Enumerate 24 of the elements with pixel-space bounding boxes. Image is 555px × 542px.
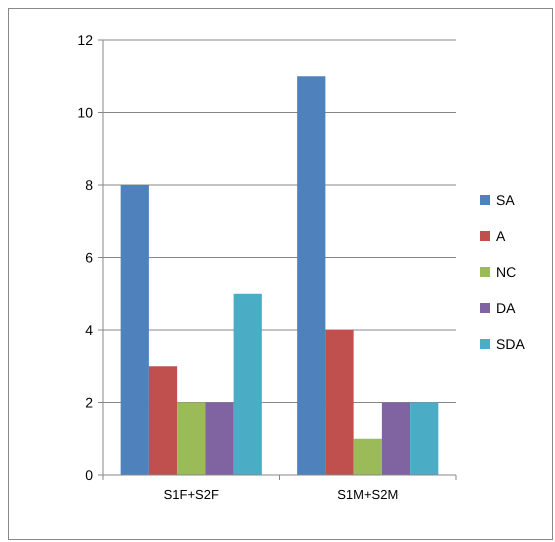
bar <box>410 402 438 475</box>
bar <box>382 402 410 475</box>
legend-label: A <box>496 228 506 244</box>
bar <box>354 438 382 475</box>
legend-label: SDA <box>496 336 526 352</box>
legend-label: NC <box>496 264 516 280</box>
y-tick-label: 10 <box>77 104 94 120</box>
y-tick-label: 2 <box>85 394 94 410</box>
x-tick-label: S1F+S2F <box>164 487 219 502</box>
y-tick-label: 0 <box>85 466 94 483</box>
bar <box>177 402 206 475</box>
y-tick-label: 4 <box>85 322 94 338</box>
bar <box>120 185 149 475</box>
bar <box>297 76 326 475</box>
bar <box>205 402 234 475</box>
bar <box>148 366 178 475</box>
x-tick-label: S1M+S2M <box>337 487 398 502</box>
legend-label: SA <box>496 192 516 208</box>
legend-label: DA <box>496 300 516 316</box>
y-tick-label: 12 <box>77 32 94 48</box>
bar <box>234 294 262 475</box>
bar <box>325 330 354 475</box>
y-tick-label: 6 <box>85 249 94 266</box>
y-tick-label: 8 <box>85 176 94 193</box>
